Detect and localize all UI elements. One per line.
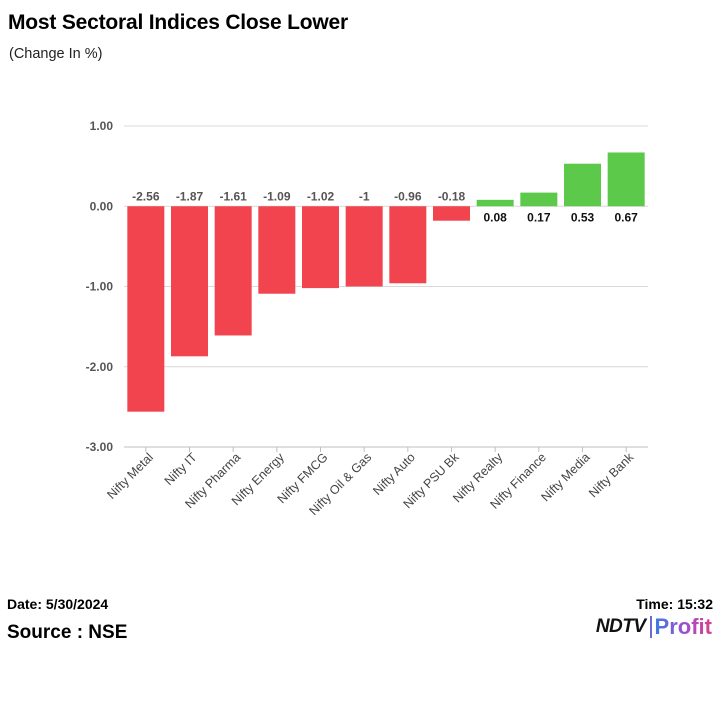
bar bbox=[258, 206, 296, 294]
bar bbox=[433, 206, 470, 221]
chart-subtitle: (Change In %) bbox=[9, 46, 103, 62]
data-label: -1.09 bbox=[263, 189, 291, 203]
bar bbox=[345, 206, 383, 287]
logo-divider bbox=[649, 616, 652, 638]
data-label: -0.96 bbox=[394, 189, 422, 203]
data-label: -2.56 bbox=[132, 189, 160, 203]
bar bbox=[127, 206, 165, 412]
data-label: 0.17 bbox=[527, 210, 551, 224]
bar bbox=[520, 192, 558, 207]
y-tick-label: -3.00 bbox=[86, 440, 114, 454]
data-label: -1.61 bbox=[219, 189, 247, 203]
bar bbox=[389, 206, 427, 284]
y-tick-label: 0.00 bbox=[90, 199, 114, 213]
source-label: Source : NSE bbox=[7, 622, 128, 643]
logo-ndtv-text: NDTV bbox=[595, 616, 646, 637]
bar bbox=[564, 163, 601, 207]
time-label: Time: 15:32 bbox=[636, 596, 713, 612]
bar bbox=[302, 206, 339, 289]
data-label: -1.87 bbox=[176, 189, 204, 203]
y-tick-label: 1.00 bbox=[90, 119, 114, 133]
date-label: Date: 5/30/2024 bbox=[7, 596, 109, 612]
ndtv-profit-logo: NDTV Profit bbox=[596, 614, 712, 640]
y-tick-label: -2.00 bbox=[86, 360, 114, 374]
logo-profit-text: Profit bbox=[654, 614, 712, 639]
data-label: -0.18 bbox=[438, 189, 466, 203]
data-label: 0.67 bbox=[614, 210, 638, 224]
bar bbox=[476, 199, 514, 207]
bar-chart: 1.000.00-1.00-2.00-3.00 -2.56 -1.87 -1.61-… bbox=[86, 119, 648, 518]
bar bbox=[171, 206, 208, 357]
data-labels: -2.56 -1.87 -1.61 -1.09 -1.02 -1 -0.96 -0.18 0.0… bbox=[132, 189, 638, 224]
y-axis-ticks: 1.00 0.00 -1.00 -2.00 -3.00 bbox=[86, 119, 114, 454]
x-tick-label: Nifty Bank bbox=[586, 450, 637, 501]
bars bbox=[127, 152, 645, 412]
data-label: -1.02 bbox=[307, 189, 335, 203]
data-label: 0.53 bbox=[571, 210, 595, 224]
data-label: 0.08 bbox=[483, 210, 507, 224]
y-tick-label: -1.00 bbox=[86, 280, 114, 294]
chart-title: Most Sectoral Indices Close Lower bbox=[8, 11, 348, 34]
bar bbox=[607, 152, 645, 207]
x-tick-label: Nifty Metal bbox=[104, 450, 156, 502]
bar bbox=[214, 206, 252, 336]
x-tick-label: Nifty IT bbox=[162, 450, 200, 488]
data-label: -1 bbox=[359, 189, 370, 203]
